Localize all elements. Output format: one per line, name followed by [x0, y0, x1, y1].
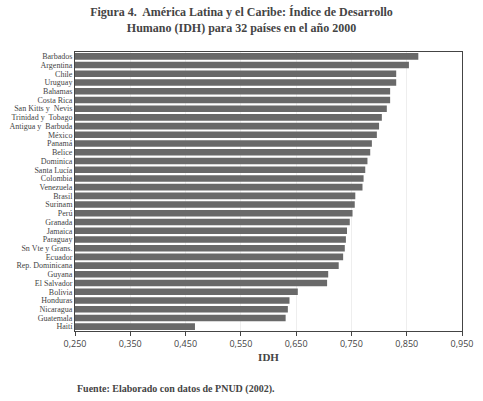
svg-text:Jamaica: Jamaica: [47, 227, 73, 236]
svg-text:Guyana: Guyana: [48, 270, 73, 279]
svg-text:0,750: 0,750: [340, 337, 363, 350]
svg-text:Uruguay: Uruguay: [44, 78, 72, 87]
svg-text:Costa Rica: Costa Rica: [38, 96, 73, 105]
svg-text:0,950: 0,950: [451, 337, 474, 350]
svg-text:Honduras: Honduras: [41, 296, 72, 305]
svg-text:Paraguay: Paraguay: [43, 235, 73, 244]
svg-text:Dominica: Dominica: [41, 157, 73, 166]
svg-text:Surinam: Surinam: [45, 200, 73, 209]
svg-text:0,250: 0,250: [64, 337, 87, 350]
svg-text:Figura 4. América Latina y el: Figura 4. América Latina y el Caribe: Ín…: [90, 5, 393, 35]
svg-text:Chile: Chile: [55, 70, 73, 79]
svg-text:Colombia: Colombia: [41, 174, 73, 183]
svg-text:San Kitts y Nevis: San Kitts y Nevis: [14, 104, 72, 113]
svg-text:Venezuela: Venezuela: [40, 183, 73, 192]
svg-text:Guatemala: Guatemala: [38, 314, 73, 323]
svg-text:Antigua y Barbuda: Antigua y Barbuda: [10, 122, 73, 131]
svg-text:Fuente: Elaborado con datos de: Fuente: Elaborado con datos de PNUD (200…: [77, 383, 275, 395]
svg-text:0,450: 0,450: [174, 337, 197, 350]
svg-text:Sn Vte y Grans.: Sn Vte y Grans.: [21, 244, 72, 253]
svg-text:0,650: 0,650: [285, 337, 308, 350]
svg-text:IDH: IDH: [258, 351, 279, 363]
svg-text:Granada: Granada: [45, 218, 73, 227]
svg-text:Bahamas: Bahamas: [43, 87, 72, 96]
svg-text:0,550: 0,550: [229, 337, 252, 350]
svg-text:Nicaragua: Nicaragua: [40, 305, 73, 314]
svg-text:Rep. Dominicana: Rep. Dominicana: [16, 261, 72, 270]
svg-text:0,350: 0,350: [119, 337, 142, 350]
svg-text:Bolivia: Bolivia: [49, 288, 73, 297]
svg-text:Haití: Haití: [56, 322, 73, 331]
svg-text:Belice: Belice: [52, 148, 73, 157]
svg-text:Brasil: Brasil: [53, 192, 73, 201]
svg-text:México: México: [48, 131, 72, 140]
svg-text:Barbados: Barbados: [42, 52, 72, 61]
svg-text:Argentina: Argentina: [41, 61, 73, 70]
svg-text:Perú: Perú: [58, 209, 73, 218]
svg-text:Panamá: Panamá: [47, 139, 73, 148]
svg-text:El Salvador: El Salvador: [35, 279, 73, 288]
svg-text:Trinidad y Tobago: Trinidad y Tobago: [11, 113, 72, 122]
svg-text:Santa Lucía: Santa Lucía: [34, 166, 72, 175]
svg-text:0,850: 0,850: [395, 337, 418, 350]
svg-text:Ecuador: Ecuador: [46, 253, 73, 262]
